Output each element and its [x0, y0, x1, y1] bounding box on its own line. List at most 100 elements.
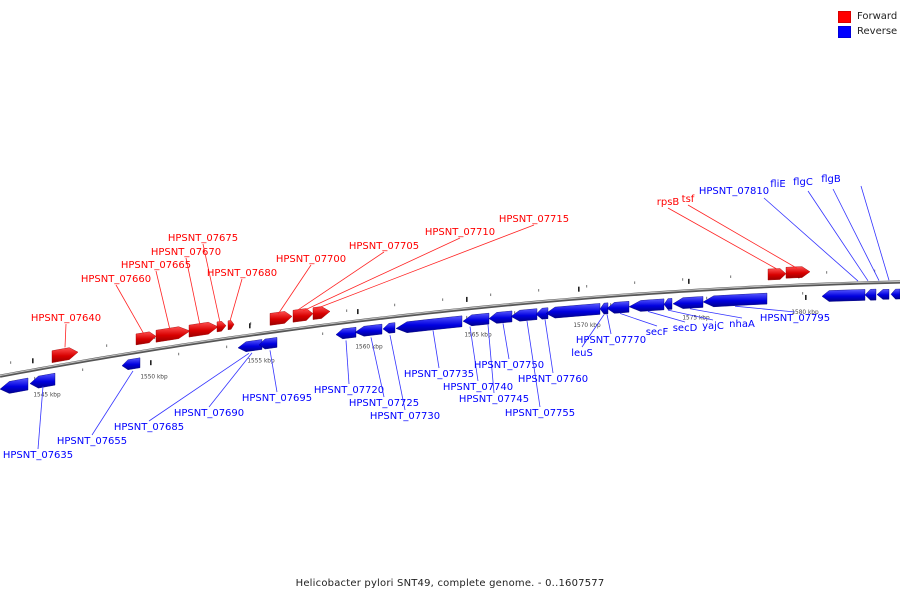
reverse-gene-label: HPSNT_07740	[443, 382, 513, 393]
reverse-gene-label: HPSNT_07760	[518, 374, 588, 385]
forward-gene-arrow	[785, 266, 811, 279]
leader-line	[277, 264, 312, 315]
scale-label: 1560 kbp	[355, 345, 383, 351]
backbone	[0, 280, 900, 378]
forward-gene-arrow	[216, 321, 227, 333]
reverse-gene-label: HPSNT_07690	[174, 408, 244, 419]
reverse-gene-arrow	[395, 315, 463, 333]
forward-gene-label: HPSNT_07680	[207, 268, 277, 279]
scale-label: 1545 kbp	[33, 393, 61, 399]
leader-line	[734, 305, 796, 313]
reverse-gene-label: HPSNT_07770	[576, 335, 646, 346]
forward-gene-label: HPSNT_07675	[168, 233, 238, 244]
legend-forward: Forward	[838, 9, 897, 24]
minor-tick	[514, 311, 516, 314]
leader-line	[832, 188, 880, 281]
minor-tick	[394, 303, 396, 307]
leader-line	[115, 284, 145, 335]
legend-reverse-label: Reverse	[857, 26, 898, 37]
reverse-gene-arrow	[606, 301, 630, 314]
leader-line	[487, 324, 495, 394]
reverse-gene-label: HPSNT_07750	[474, 360, 544, 371]
reverse-gene-arrow	[864, 288, 877, 301]
leader-line	[667, 309, 714, 321]
reverse-gene-arrow	[876, 289, 890, 300]
reverse-gene-label: secF	[646, 327, 669, 338]
forward-gene-label: HPSNT_07670	[151, 247, 221, 258]
leader-line	[606, 314, 612, 335]
legend-reverse: Reverse	[838, 24, 897, 39]
forward-gene-arrow	[312, 306, 331, 320]
reverse-gene-label: nhaA	[729, 319, 755, 330]
reverse-gene-arrow	[821, 289, 866, 302]
reverse-gene-label: HPSNT_07730	[370, 411, 440, 422]
minor-tick	[682, 278, 684, 281]
leader-line	[37, 386, 44, 450]
leader-line	[581, 314, 605, 348]
leader-line	[313, 224, 535, 310]
reverse-gene-label: yajC	[702, 321, 724, 332]
minor-tick	[466, 315, 468, 319]
scale-label: 1565 kbp	[464, 333, 492, 339]
reverse-gene-arrow	[672, 296, 704, 309]
forward-gene-arrow	[188, 321, 219, 338]
minor-tick	[10, 361, 12, 364]
minor-tick	[442, 298, 444, 301]
minor-tick	[706, 296, 708, 300]
leader-line	[807, 190, 869, 282]
forward-gene-label: HPSNT_07665	[121, 260, 191, 271]
reverse-gene-label: fliE	[770, 179, 785, 190]
reverse-gene-label: HPSNT_07655	[57, 436, 127, 447]
leader-line	[294, 251, 385, 313]
leader-line	[202, 243, 221, 323]
reverse-gene-label: secD	[673, 323, 698, 334]
forward-gene-arrow	[227, 320, 235, 331]
leader-line	[208, 352, 253, 408]
leader-line	[64, 323, 67, 348]
scale-label: 1580 kbp	[791, 310, 819, 316]
leader-line	[345, 340, 350, 385]
scale-label: 1570 kbp	[573, 323, 601, 329]
scale-label: 1575 kbp	[682, 315, 710, 321]
minor-tick	[322, 332, 324, 335]
backbone-highlight	[0, 280, 900, 377]
forward-gene-label: HPSNT_07710	[425, 227, 495, 238]
minor-tick	[106, 344, 108, 347]
scale-label: 1555 kbp	[247, 359, 275, 365]
reverse-gene-arrow	[702, 292, 768, 308]
reverse-gene-arrow	[382, 322, 396, 334]
reverse-gene-label: HPSNT_07635	[3, 450, 73, 461]
leader-line	[185, 257, 201, 326]
forward-gene-label: HPSNT_07700	[276, 254, 346, 265]
scale-tick	[357, 309, 359, 315]
leader-line	[689, 308, 743, 319]
minor-tick	[634, 281, 636, 284]
reverse-gene-label: HPSNT_07745	[459, 394, 529, 405]
leader-line	[91, 370, 134, 436]
scale-tick	[466, 296, 468, 302]
forward-gene-label: tsf	[682, 194, 695, 205]
reverse-gene-label: HPSNT_07720	[314, 385, 384, 396]
leader-line	[860, 185, 890, 281]
scale-tick	[32, 358, 34, 364]
minor-tick	[802, 292, 804, 295]
leader-line	[389, 335, 406, 411]
scale-tick	[805, 294, 807, 300]
minor-tick	[826, 271, 828, 274]
forward-gene-label: HPSNT_07715	[499, 214, 569, 225]
reverse-gene-label: HPSNT_07685	[114, 422, 184, 433]
minor-tick	[490, 293, 492, 297]
reverse-gene-arrow	[237, 339, 263, 352]
reverse-gene-arrow	[121, 357, 141, 370]
reverse-gene-arrow	[335, 326, 357, 340]
reverse-gene-arrow	[258, 337, 278, 350]
reverse-gene-arrow	[890, 288, 900, 300]
scale-tick	[249, 323, 251, 329]
minor-tick	[730, 275, 732, 278]
minor-tick	[610, 303, 612, 306]
leader-line	[667, 207, 778, 270]
minor-tick	[346, 309, 348, 312]
reverse-gene-label: HPSNT_07725	[349, 398, 419, 409]
reverse-gene-arrow	[545, 303, 601, 319]
